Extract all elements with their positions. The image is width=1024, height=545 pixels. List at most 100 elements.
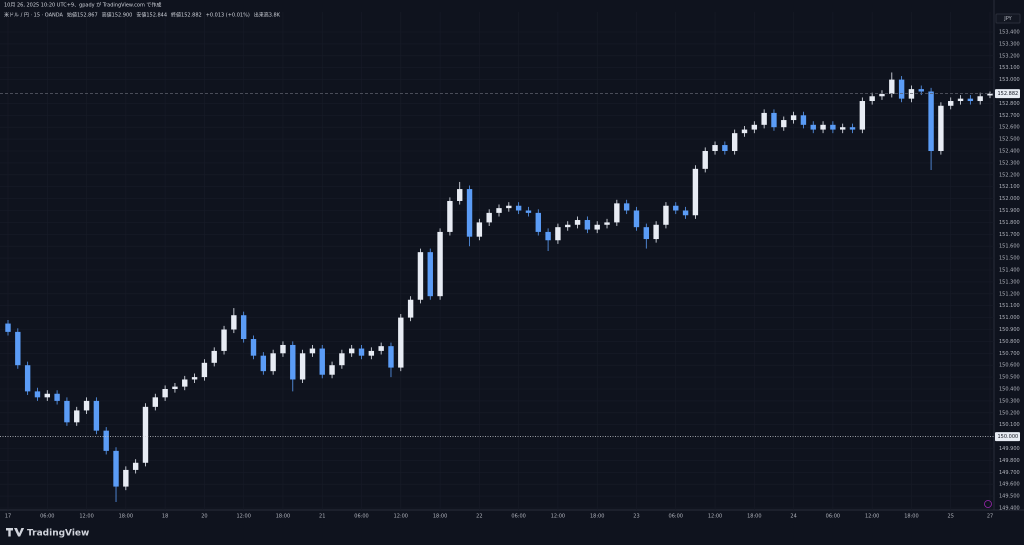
- event-icon[interactable]: [984, 500, 992, 508]
- candle-body: [162, 389, 168, 398]
- candle-body: [643, 227, 650, 240]
- caption: 10月 26, 2025 10:20 UTC+9、gpady が Trading…: [4, 2, 161, 9]
- candle-body: [987, 93, 993, 96]
- x-tick-label: 25: [948, 514, 954, 520]
- currency: JPY: [1003, 16, 1012, 22]
- x-tick-label: 23: [633, 514, 639, 520]
- y-tick-label: 151.300: [999, 279, 1020, 285]
- candle-body: [682, 210, 689, 216]
- candle-body: [653, 224, 659, 240]
- candle-body: [93, 400, 100, 431]
- candle-body: [398, 317, 404, 368]
- symbol-info-item: 始値152.867: [67, 12, 98, 19]
- candle-body: [348, 348, 355, 354]
- x-tick-label: 22: [476, 514, 482, 520]
- candle-body: [64, 400, 70, 423]
- y-tick-label: 151.200: [999, 291, 1020, 297]
- candle-body: [731, 133, 738, 151]
- x-tick-label: 12:00: [551, 514, 565, 520]
- symbol-info-item: +0.013 (+0.01%): [206, 13, 250, 19]
- candle-body: [83, 400, 90, 411]
- x-tick-label: 20: [201, 514, 207, 520]
- candle-body: [378, 346, 384, 351]
- logo-icon: [6, 528, 25, 537]
- candle-body: [113, 450, 119, 487]
- y-tick-label: 152.800: [999, 101, 1020, 107]
- y-tick-label: 152.200: [999, 172, 1020, 178]
- candle-body: [407, 299, 414, 318]
- candle-body: [466, 189, 473, 237]
- candle-body: [584, 220, 591, 230]
- y-tick-label: 150.400: [999, 387, 1020, 393]
- x-tick-label: 06:00: [669, 514, 683, 520]
- candle-body: [191, 377, 198, 380]
- y-tick-label: 152.400: [999, 149, 1020, 155]
- y-tick-label: 153.100: [999, 65, 1020, 71]
- y-tick-label: 150.100: [999, 422, 1020, 428]
- y-tick-label: 151.900: [999, 208, 1020, 214]
- candle-body: [211, 350, 217, 363]
- candle-body: [565, 224, 571, 228]
- candle-body: [918, 89, 924, 92]
- symbol-info-item: 安値152.844: [136, 12, 167, 19]
- y-tick-label: 150.800: [999, 339, 1020, 345]
- y-tick-label: 149.900: [999, 446, 1020, 452]
- x-tick-label: 18:00: [433, 514, 447, 520]
- candle-body: [103, 430, 109, 451]
- candle-body: [790, 115, 797, 121]
- candle-body: [201, 362, 208, 378]
- x-tick-label: 12:00: [236, 514, 250, 520]
- y-tick-label: 150.500: [999, 375, 1020, 381]
- candle-body: [388, 346, 394, 368]
- candle-body: [447, 200, 453, 232]
- x-tick-label: 12:00: [708, 514, 722, 520]
- candle-body: [457, 189, 463, 201]
- x-tick-label: 06:00: [826, 514, 840, 520]
- y-tick-label: 152.600: [999, 125, 1020, 131]
- candle-body: [781, 120, 787, 128]
- candle-body: [339, 353, 345, 366]
- symbol-info: 米ドル / 円 · 15 · OANDA 始値152.867 高値152.900 安値…: [4, 12, 281, 19]
- candle-body: [54, 393, 60, 401]
- candle-body: [123, 469, 129, 487]
- candle-body: [545, 231, 551, 241]
- candle-body: [555, 227, 561, 241]
- x-tick-label: 18:00: [747, 514, 761, 520]
- candle-body: [240, 315, 247, 340]
- candle-body: [771, 112, 777, 128]
- candle-body: [319, 348, 325, 375]
- candle-body: [437, 231, 443, 297]
- candle-body: [574, 220, 581, 225]
- candle-body: [309, 348, 316, 354]
- candle-body: [741, 129, 748, 134]
- y-tick-label: 150.300: [999, 398, 1020, 404]
- candle-body: [859, 101, 866, 130]
- x-tick-label: 18:00: [590, 514, 604, 520]
- x-tick-label: 17: [5, 514, 11, 520]
- price-label: 152.882: [998, 91, 1019, 97]
- candle-body: [280, 344, 286, 354]
- candle-body: [869, 96, 875, 102]
- candles: [0, 72, 994, 503]
- candle-body: [132, 462, 139, 470]
- candle-body: [879, 93, 885, 97]
- y-tick-label: 153.000: [999, 77, 1020, 83]
- footer: [0, 524, 1024, 545]
- x-tick-label: 12:00: [394, 514, 408, 520]
- candle-body: [358, 348, 365, 356]
- candle-body: [299, 353, 306, 380]
- candle-body: [368, 350, 375, 356]
- y-tick-label: 153.400: [999, 30, 1020, 36]
- x-tick-label: 06:00: [354, 514, 368, 520]
- x-tick-label: 18:00: [119, 514, 133, 520]
- candle-body: [15, 331, 21, 366]
- symbol-info-item: 出来高3.8K: [254, 12, 281, 19]
- y-tick-label: 149.500: [999, 494, 1020, 500]
- candle-body: [270, 353, 276, 372]
- candle-body: [290, 344, 296, 380]
- y-tick-label: 152.500: [999, 137, 1020, 143]
- price-label-box: [995, 432, 1020, 442]
- candle-body: [172, 386, 178, 389]
- y-tick-label: 152.000: [999, 196, 1020, 202]
